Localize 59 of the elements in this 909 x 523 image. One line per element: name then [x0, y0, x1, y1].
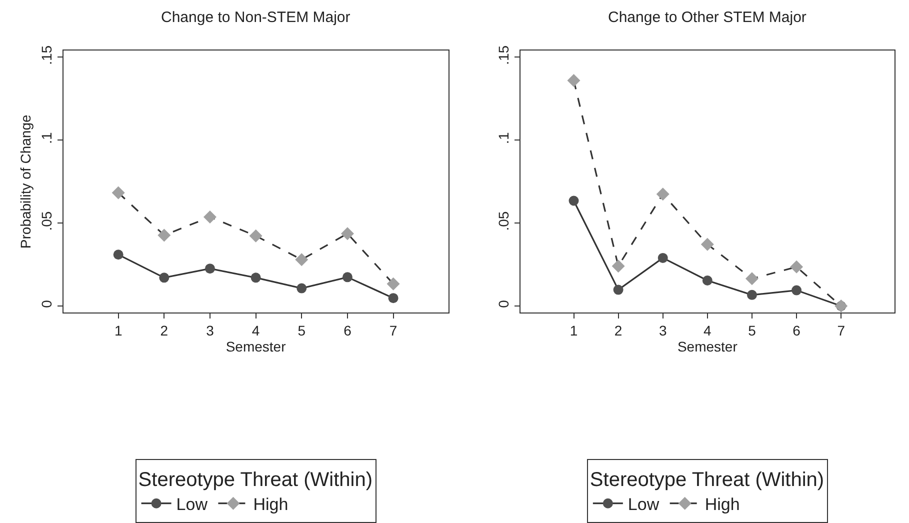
x-tick-label: 6 [344, 322, 352, 338]
point [700, 238, 714, 251]
point [746, 290, 757, 300]
point [250, 272, 261, 283]
point [249, 229, 262, 242]
x-tick-label: 3 [206, 322, 214, 338]
x-axis-title: Semester [677, 338, 738, 354]
point [159, 272, 170, 283]
y-tick-label: .15 [38, 45, 55, 65]
x-tick-label: 2 [614, 322, 622, 338]
point [613, 284, 624, 295]
y-tick-label: 0 [496, 300, 512, 308]
point [203, 210, 216, 224]
point [612, 260, 625, 273]
chart-title: Change to Other STEM Major [608, 9, 806, 26]
point [340, 227, 354, 240]
x-tick-label: 1 [114, 322, 122, 338]
legend-label: High [704, 494, 740, 514]
legend-label: Low [176, 494, 208, 514]
x-tick-label: 4 [704, 322, 712, 338]
point [792, 285, 802, 296]
x-tick-label: 6 [792, 322, 801, 338]
x-tick-label: 1 [570, 322, 578, 338]
point [567, 74, 580, 87]
point [113, 250, 124, 260]
y-tick-label: .1 [38, 132, 55, 144]
point [295, 253, 308, 266]
point [568, 196, 579, 206]
x-tick-label: 7 [389, 322, 398, 338]
x-tick-label: 3 [658, 322, 667, 338]
legend-title: Stereotype Threat (Within) [138, 468, 372, 491]
y-axis-title: Probability of Change [17, 114, 34, 249]
legend-label: Low [628, 494, 660, 514]
point [745, 272, 758, 286]
x-axis-title: Semester [226, 338, 286, 354]
x-tick-label: 7 [837, 322, 846, 338]
x-tick-label: 2 [160, 322, 168, 338]
y-tick-label: .15 [496, 45, 512, 65]
y-tick-label: 0 [38, 300, 55, 308]
y-tick-label: .05 [496, 211, 512, 231]
point [388, 293, 398, 304]
point [790, 260, 804, 274]
x-tick-label: 4 [252, 322, 260, 338]
legend-title: Stereotype Threat (Within) [590, 468, 824, 491]
x-tick-label: 5 [298, 322, 306, 338]
y-tick-label: .05 [38, 211, 55, 231]
chart-title: Change to Non-STEM Major [161, 9, 350, 26]
point [158, 228, 171, 242]
point [658, 252, 668, 263]
point [112, 186, 125, 200]
point [204, 264, 215, 274]
point [342, 272, 352, 282]
legend-label: High [253, 494, 288, 514]
point [656, 188, 670, 201]
x-tick-label: 5 [748, 322, 756, 338]
point [386, 277, 400, 290]
y-tick-label: .1 [496, 132, 512, 144]
point [296, 283, 307, 294]
point [702, 276, 712, 286]
